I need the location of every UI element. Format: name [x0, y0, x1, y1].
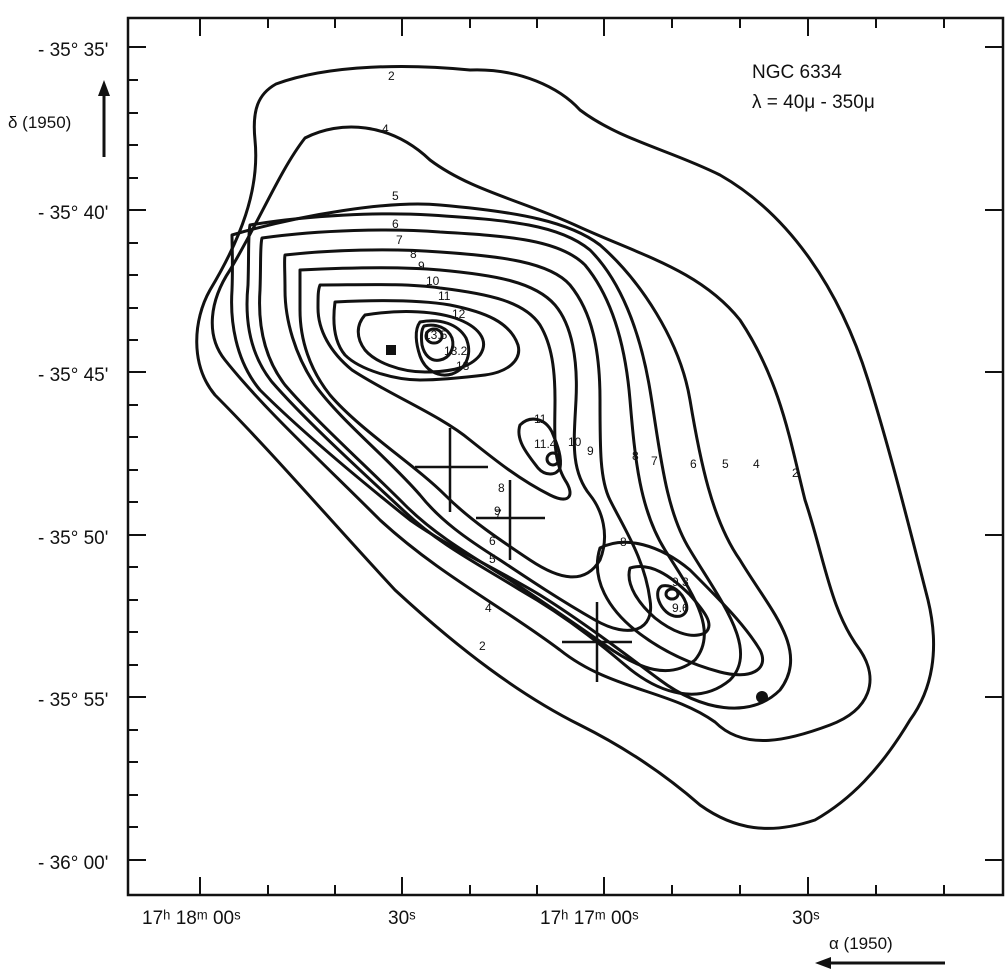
- contour-label: 4: [382, 122, 389, 136]
- contour-label: 6: [489, 534, 496, 548]
- contour-label: 7: [651, 454, 658, 468]
- ra-tick-label: 17ʰ 17ᵐ 00ˢ: [540, 908, 639, 929]
- dec-tick-marks: [128, 46, 1003, 861]
- contour-label: 8: [498, 481, 505, 495]
- contour-label: 7: [396, 233, 403, 247]
- contour-label: 9: [418, 259, 425, 273]
- contour-label: 9.6: [672, 601, 689, 615]
- contour-level-6: [245, 212, 743, 696]
- source-dot-marker: [756, 691, 768, 703]
- dec-tick-label: - 35° 55': [38, 690, 108, 711]
- ra-tick-label: 30ˢ: [388, 908, 416, 929]
- ra-arrow-icon: [815, 957, 945, 969]
- contour-label: 11: [534, 412, 547, 426]
- contour-label: 8: [632, 449, 639, 463]
- contour-southern-9-3: [656, 584, 689, 618]
- dec-arrow-icon: [98, 80, 110, 157]
- contour-label: 5: [392, 189, 399, 203]
- contour-label: 13: [456, 359, 470, 373]
- contour-lines: [195, 65, 936, 830]
- contour-level-2: [195, 65, 936, 830]
- contour-label: 9.3: [672, 575, 689, 589]
- contour-label: 13.5: [424, 328, 448, 342]
- dec-axis-label: δ (1950): [8, 113, 71, 132]
- contour-level-13-2: [419, 323, 455, 362]
- contour-label: 10: [568, 435, 582, 449]
- contour-level-9: [298, 266, 607, 579]
- ra-axis-label: α (1950): [829, 934, 893, 953]
- contour-level-13: [414, 319, 471, 377]
- figure-title: NGC 6334: [752, 62, 842, 83]
- contour-secondary-11: [517, 417, 562, 476]
- ra-tick-label: 30ˢ: [792, 908, 820, 929]
- contour-level-13-5: [424, 327, 444, 345]
- contour-southern-9: [627, 565, 711, 637]
- contour-level-10: [316, 283, 572, 501]
- contour-label: 5: [489, 552, 496, 566]
- contour-label: 11.4: [534, 437, 557, 451]
- dec-tick-label: - 35° 50': [38, 528, 108, 549]
- plot-frame: [126, 16, 1005, 897]
- contour-level-8: [283, 248, 653, 632]
- dec-tick-label: - 35° 45': [38, 365, 108, 386]
- contour-level-4: [210, 125, 872, 742]
- contour-southern-8: [595, 540, 764, 677]
- contour-label: 2: [388, 69, 395, 83]
- contour-label: 8: [410, 247, 417, 261]
- contour-label: 4: [753, 457, 760, 471]
- source-square-marker: [386, 345, 396, 355]
- contour-label: 9: [494, 504, 501, 518]
- ra-tick-marks: [199, 18, 945, 895]
- contour-label: 2: [479, 639, 486, 653]
- wavelength-label: λ = 40μ - 350μ: [752, 92, 875, 113]
- ra-tick-label: 17ʰ 18ᵐ 00ˢ: [142, 908, 241, 929]
- contour-level-11: [332, 299, 521, 382]
- contour-label: 13.2: [444, 344, 468, 358]
- dec-tick-label: - 35° 40': [38, 203, 108, 224]
- contour-level-7: [258, 228, 706, 673]
- dec-tick-label: - 36° 00': [38, 853, 108, 874]
- contour-label: 6: [392, 217, 399, 231]
- contour-label: 12: [452, 307, 466, 321]
- contour-level-labels: 2 4 5 6 7 8 9 10 11 12 13.5 13.2 13 11 1…: [382, 69, 799, 653]
- contour-level-5: [230, 202, 793, 710]
- contour-label: 10: [426, 274, 440, 288]
- contour-label: 4: [485, 601, 492, 615]
- contour-label: 9: [587, 444, 594, 458]
- source-cross-marks: [415, 428, 632, 682]
- contour-secondary-11-4: [545, 451, 561, 467]
- contour-label: 7: [495, 507, 502, 521]
- contour-label: 8: [620, 535, 627, 549]
- contour-southern-9-6: [664, 587, 680, 601]
- contour-label: 2: [792, 466, 799, 480]
- contour-label: 6: [690, 457, 697, 471]
- contour-label: 11: [438, 289, 451, 303]
- contour-label: 5: [722, 457, 729, 471]
- dec-tick-label: - 35° 35': [38, 40, 108, 61]
